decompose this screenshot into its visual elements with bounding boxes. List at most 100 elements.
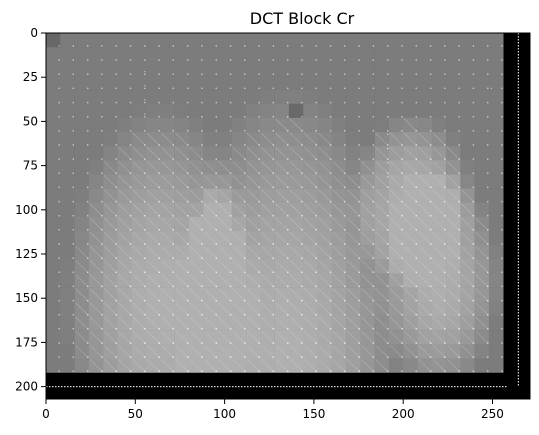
dct-coefficient-pixel <box>158 73 160 75</box>
dct-block-stroke <box>375 330 389 344</box>
dct-coefficient-pixel <box>287 314 289 316</box>
dct-block <box>417 202 433 218</box>
dct-block-stroke <box>146 344 160 358</box>
dct-block <box>374 117 390 133</box>
dct-block-stroke <box>261 132 274 146</box>
dct-coefficient-pixel <box>229 314 232 316</box>
dct-block-stroke <box>318 288 331 301</box>
dct-block <box>288 146 304 161</box>
dct-block-stroke <box>446 274 460 287</box>
dct-block-stroke <box>246 189 260 202</box>
dct-block-stroke <box>375 161 389 174</box>
dct-block <box>388 216 404 232</box>
dct-coefficient-pixel <box>415 271 417 273</box>
dct-block <box>188 216 204 232</box>
dct-block <box>488 188 504 204</box>
dct-block <box>474 231 490 246</box>
dct-block <box>474 301 490 317</box>
dct-block <box>74 117 90 133</box>
dct-block <box>246 301 261 317</box>
dct-block <box>460 330 475 345</box>
dct-block <box>303 75 318 90</box>
dct-coefficient-pixel <box>344 87 346 90</box>
dct-block <box>246 33 261 48</box>
dct-block-stroke <box>318 316 331 330</box>
dct-coefficient-pixel <box>229 299 232 302</box>
dct-coefficient-pixel <box>72 370 74 372</box>
dct-coefficient-pixel <box>315 116 317 118</box>
dct-coefficient-pixel <box>58 45 60 47</box>
dct-coefficient-pixel <box>229 370 232 372</box>
dct-block <box>88 47 104 62</box>
dct-block <box>174 315 190 331</box>
dct-block <box>460 75 475 90</box>
dct-block <box>103 344 118 359</box>
dct-coefficient-pixel <box>72 87 74 90</box>
dct-block <box>360 315 375 331</box>
dct-coefficient-pixel <box>458 73 460 75</box>
dct-block <box>374 89 390 105</box>
dct-coefficient-pixel <box>387 116 389 118</box>
dct-coefficient-pixel <box>315 130 317 132</box>
dct-coefficient-pixel <box>387 229 389 231</box>
dct-block <box>331 216 347 232</box>
dct-block <box>231 33 247 48</box>
dct-coefficient-pixel <box>144 73 146 75</box>
dct-coefficient-pixel <box>372 271 375 273</box>
dct-coefficient-pixel <box>129 257 132 259</box>
dct-block <box>60 75 75 90</box>
dct-block <box>117 33 133 48</box>
dct-block-stroke <box>103 288 117 301</box>
dct-block <box>303 245 318 260</box>
dct-block <box>60 273 75 288</box>
dct-coefficient-pixel <box>315 45 317 47</box>
dct-block-stroke <box>89 330 103 344</box>
dct-block <box>374 358 390 373</box>
dct-block-stroke <box>232 316 246 330</box>
dct-block-stroke <box>246 316 260 330</box>
dct-coefficient-pixel <box>58 257 60 259</box>
dct-block-stroke <box>318 231 331 245</box>
dct-coefficient-pixel <box>201 243 203 245</box>
dct-coefficient-pixel <box>429 144 432 146</box>
dct-block <box>331 301 347 317</box>
dct-block <box>417 61 433 76</box>
dct-block-stroke <box>375 344 389 358</box>
dct-block <box>217 47 233 62</box>
dct-coefficient-pixel <box>415 144 417 146</box>
plot-area <box>46 33 530 399</box>
dct-block <box>374 301 390 317</box>
dct-block <box>203 160 218 175</box>
dct-block <box>303 146 318 161</box>
dct-coefficient-pixel <box>172 45 175 47</box>
dct-block <box>360 259 375 274</box>
dct-coefficient-pixel <box>472 130 475 132</box>
dct-coefficient-pixel <box>72 116 74 118</box>
dct-block <box>288 33 304 48</box>
dct-coefficient-pixel <box>387 73 389 75</box>
dct-coefficient-pixel <box>115 158 117 160</box>
dct-block-stroke <box>103 175 117 188</box>
dct-block-stroke <box>389 161 403 174</box>
dct-block-stroke <box>361 231 374 245</box>
dct-coefficient-pixel <box>387 356 389 358</box>
dct-coefficient-pixel <box>87 271 89 273</box>
dct-block-stroke <box>232 260 246 273</box>
dct-block <box>188 47 204 62</box>
dct-block-stroke <box>146 189 160 202</box>
dct-block <box>131 61 147 76</box>
dct-block <box>431 202 447 218</box>
dct-block-stroke <box>203 288 217 301</box>
dct-block-stroke <box>161 175 174 188</box>
dct-block-stroke <box>261 175 274 188</box>
dct-coefficient-pixel <box>429 116 432 118</box>
dct-coefficient-pixel <box>415 229 417 231</box>
dct-coefficient-pixel <box>415 356 417 358</box>
dct-block-stroke <box>432 161 446 174</box>
dct-coefficient-pixel <box>144 45 146 47</box>
dct-coefficient-pixel <box>215 130 217 132</box>
dct-block <box>46 301 61 317</box>
dct-block <box>74 330 90 345</box>
dct-block-stroke <box>232 245 246 259</box>
dct-coefficient-pixel <box>487 116 489 118</box>
